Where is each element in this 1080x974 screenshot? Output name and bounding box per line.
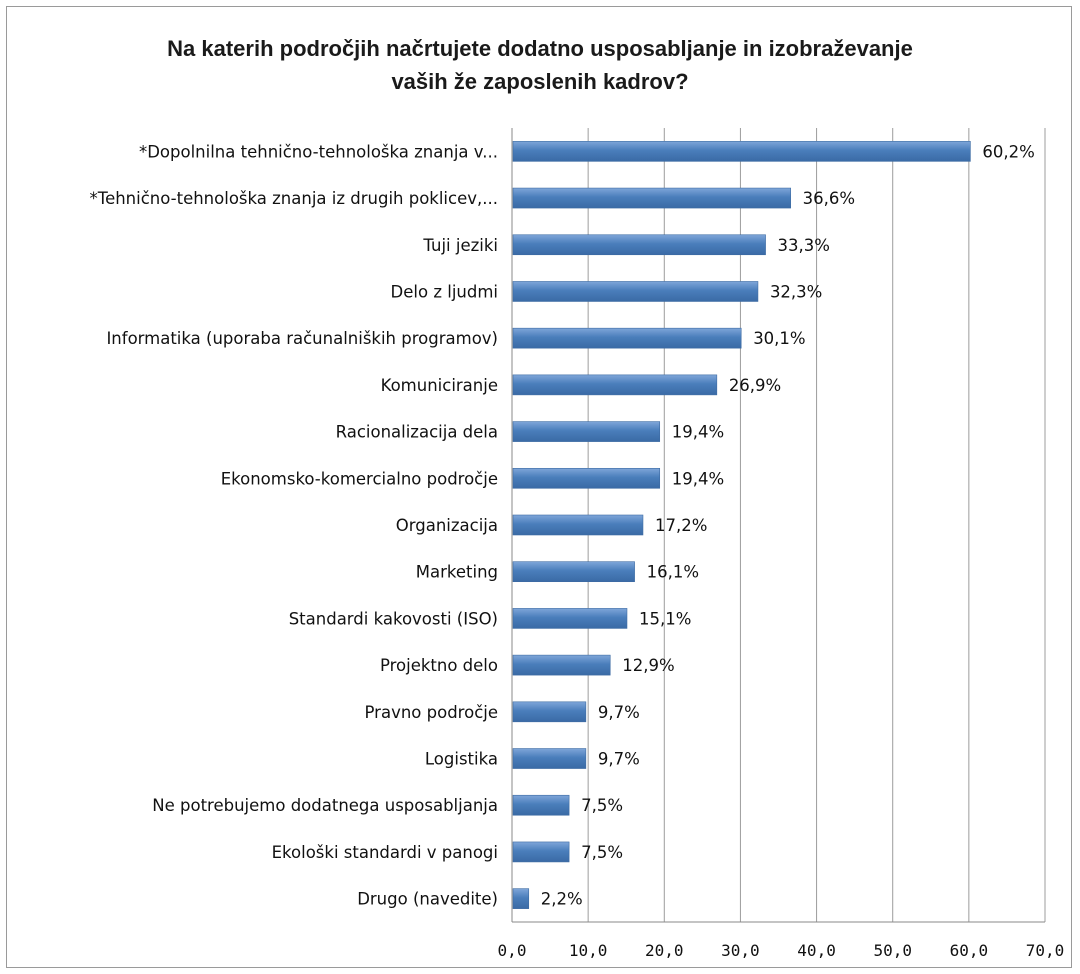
x-tick-label: 60,0 xyxy=(950,941,989,960)
value-label: 9,7% xyxy=(598,703,640,722)
x-tick-label: 50,0 xyxy=(873,941,912,960)
value-label: 32,3% xyxy=(770,282,822,301)
bar xyxy=(512,141,971,162)
category-label: Pravno področje xyxy=(365,703,498,722)
category-label: Tuji jeziki xyxy=(422,236,498,255)
category-labels: *Dopolnilna tehnično-tehnološka znanja v… xyxy=(90,142,498,908)
chart-title-line-2: vaših že zaposlenih kadrov? xyxy=(391,69,689,94)
bar xyxy=(512,561,635,583)
bar xyxy=(512,654,611,676)
category-label: Organizacija xyxy=(396,516,498,535)
bars xyxy=(512,141,971,909)
value-label: 33,3% xyxy=(778,236,830,255)
value-label: 26,9% xyxy=(729,376,781,395)
category-label: Drugo (navedite) xyxy=(357,890,498,909)
bar xyxy=(512,888,530,909)
value-label: 36,6% xyxy=(803,189,855,208)
value-label: 7,5% xyxy=(581,796,623,815)
x-tick-label: 10,0 xyxy=(569,941,608,960)
category-label: Informatika (uporaba računalniških progr… xyxy=(106,329,498,348)
category-label: Logistika xyxy=(425,750,498,769)
chart-title-line-1: Na katerih področjih načrtujete dodatno … xyxy=(167,36,913,61)
category-label: Standardi kakovosti (ISO) xyxy=(289,609,498,628)
value-label: 30,1% xyxy=(753,329,805,348)
x-tick-label: 0,0 xyxy=(498,941,527,960)
bar xyxy=(512,514,644,536)
category-label: Projektno delo xyxy=(380,656,498,675)
bar xyxy=(512,374,718,396)
bar xyxy=(512,748,587,769)
bar xyxy=(512,608,628,629)
value-label: 15,1% xyxy=(639,609,691,628)
value-label: 9,7% xyxy=(598,750,640,769)
value-label: 17,2% xyxy=(655,516,707,535)
bar xyxy=(512,187,791,209)
value-label: 16,1% xyxy=(647,563,699,582)
category-label: *Tehnično-tehnološka znanja iz drugih po… xyxy=(90,189,498,208)
value-labels: 60,2% 36,6% 33,3% 32,3% 30,1% 26,9% 19,4% 19,4%… xyxy=(541,142,1035,908)
value-label: 7,5% xyxy=(581,843,623,862)
category-label: Delo z ljudmi xyxy=(391,282,498,301)
bar xyxy=(512,701,587,723)
category-label: Ekološki standardi v panogi xyxy=(272,843,498,862)
category-label: Ekonomsko-komercialno področje xyxy=(221,469,498,488)
category-label: Komuniciranje xyxy=(381,376,498,395)
bar xyxy=(512,794,570,816)
value-label: 60,2% xyxy=(982,142,1034,161)
x-tick-label: 20,0 xyxy=(645,941,684,960)
bar xyxy=(512,421,661,442)
value-label: 19,4% xyxy=(672,469,724,488)
category-label: Racionalizacija dela xyxy=(336,423,498,442)
x-tick-labels: 0,0 10,0 20,0 30,0 40,0 50,0 60,0 70,0 xyxy=(498,941,1065,960)
x-tick-label: 70,0 xyxy=(1026,941,1065,960)
category-label: Ne potrebujemo dodatnega usposabljanja xyxy=(152,796,498,815)
category-label: Marketing xyxy=(416,563,498,582)
bar xyxy=(512,281,759,302)
bar xyxy=(512,327,742,349)
x-tick-label: 30,0 xyxy=(721,941,760,960)
gridlines xyxy=(511,128,1046,923)
x-tick-label: 40,0 xyxy=(797,941,836,960)
value-label: 12,9% xyxy=(622,656,674,675)
bar xyxy=(512,234,766,256)
bar xyxy=(512,841,570,863)
category-label: *Dopolnilna tehnično-tehnološka znanja v… xyxy=(139,142,498,161)
value-label: 2,2% xyxy=(541,890,583,909)
bar xyxy=(512,467,661,489)
chart-title: Na katerih področjih načrtujete dodatno … xyxy=(0,32,1080,98)
value-label: 19,4% xyxy=(672,423,724,442)
